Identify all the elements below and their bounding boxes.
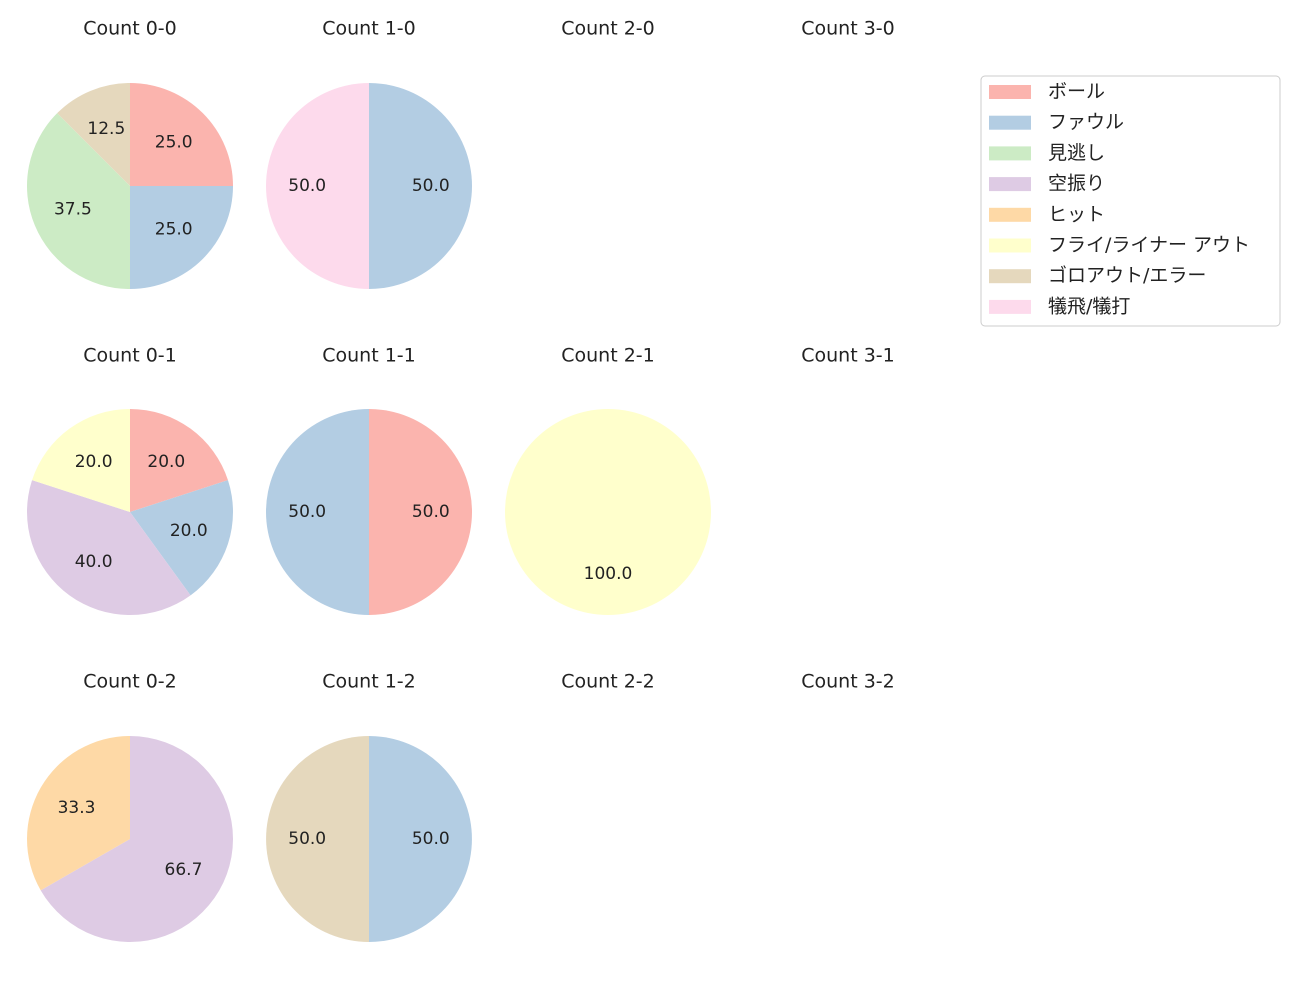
legend-item-ball: ボール	[989, 81, 1105, 103]
pie-title: Count 0-2	[83, 671, 177, 693]
pie-slice-foul	[130, 480, 234, 596]
pie-slice-fly_liner_out	[32, 409, 130, 512]
pie-slice-label: 33.3	[58, 798, 96, 818]
pie-title: Count 3-2	[801, 671, 895, 693]
legend-item-grounder_out_error: ゴロアウト/エラー	[989, 265, 1206, 287]
pie-slice-swinging_strike	[40, 736, 234, 942]
pie-slice-fly_liner_out	[505, 409, 711, 615]
pie-slice-label: 37.5	[54, 200, 92, 220]
pie-slice-hit	[27, 736, 131, 891]
pie-title: Count 2-2	[561, 671, 655, 693]
pie-slice-grounder_out_error	[266, 736, 369, 942]
legend-item-hit: ヒット	[989, 203, 1105, 225]
legend-label: 見逃し	[1048, 142, 1105, 164]
legend-item-sacrifice: 犠飛/犠打	[989, 295, 1130, 317]
pie-title: Count 2-1	[561, 345, 655, 367]
pie-slice-label: 40.0	[75, 552, 113, 572]
pie-slice-foul	[130, 186, 233, 289]
pie-slice-label: 50.0	[412, 502, 450, 522]
legend-swatch	[989, 269, 1031, 284]
pie-title: Count 0-0	[83, 18, 177, 40]
pie-slice-label: 66.7	[165, 860, 203, 880]
legend-label: 空振り	[1048, 173, 1105, 195]
pie-slice-label: 50.0	[412, 829, 450, 849]
pie-title: Count 3-1	[801, 345, 895, 367]
pie-title: Count 2-0	[561, 18, 655, 40]
pie-slice-label: 50.0	[288, 176, 326, 196]
legend-item-swinging_strike: 空振り	[989, 173, 1105, 195]
pie-slice-label: 20.0	[75, 452, 113, 472]
pie-slice-label: 20.0	[147, 452, 185, 472]
pie-slice-label: 25.0	[155, 220, 193, 240]
pie-slice-grounder_out_error	[57, 83, 130, 186]
pie-count-3-0: Count 3-0	[801, 18, 895, 40]
pie-slice-label: 50.0	[288, 829, 326, 849]
legend-swatch	[989, 115, 1031, 130]
legend-swatch	[989, 207, 1031, 222]
pie-count-0-1: Count 0-1 20.0 20.0 40.0 20.0	[26, 345, 234, 616]
pie-slice-ball	[130, 83, 233, 186]
pie-slice-label: 12.5	[87, 119, 125, 139]
legend-item-called_strike: 見逃し	[989, 142, 1105, 164]
pie-count-0-2: Count 0-2 66.7 33.3	[27, 671, 234, 942]
legend-label: フライ/ライナー アウト	[1048, 234, 1250, 256]
legend-label: ファウル	[1048, 111, 1124, 133]
pie-title: Count 1-1	[322, 345, 416, 367]
pie-title: Count 3-0	[801, 18, 895, 40]
pie-slice-sacrifice	[266, 83, 369, 289]
pie-slice-label: 20.0	[170, 521, 208, 541]
legend-label: 犠飛/犠打	[1048, 295, 1130, 317]
pie-slice-called_strike	[26, 113, 131, 289]
legend-item-fly_liner_out: フライ/ライナー アウト	[989, 234, 1250, 256]
pie-slice-ball	[130, 409, 228, 512]
pie-slice-label: 50.0	[288, 502, 326, 522]
pie-slice-foul	[369, 83, 472, 289]
pie-count-1-2: Count 1-2 50.0 50.0	[266, 671, 472, 942]
pie-slice-label: 50.0	[412, 176, 450, 196]
pie-count-0-0: Count 0-0 25.0 25.0 37.5 12.5	[26, 18, 233, 289]
legend-label: ゴロアウト/エラー	[1048, 265, 1206, 287]
legend-swatch	[989, 299, 1031, 314]
pie-count-2-0: Count 2-0	[561, 18, 655, 40]
pie-count-1-0: Count 1-0 50.0 50.0	[266, 18, 472, 289]
pie-slice-label: 25.0	[155, 132, 193, 152]
pie-slice-label: 100.0	[584, 564, 633, 584]
pie-slice-foul	[369, 736, 472, 942]
pie-slice-ball	[369, 409, 472, 615]
pie-slice-foul	[266, 409, 369, 615]
pie-title: Count 1-0	[322, 18, 416, 40]
pie-slice-swinging_strike	[26, 480, 191, 616]
legend-swatch	[989, 85, 1031, 99]
pie-count-3-2: Count 3-2	[801, 671, 895, 693]
legend-label: ボール	[1048, 81, 1105, 103]
pie-title: Count 1-2	[322, 671, 416, 693]
legend-item-foul: ファウル	[989, 111, 1124, 133]
pie-count-3-1: Count 3-1	[801, 345, 895, 367]
legend-swatch	[989, 238, 1031, 253]
pie-count-2-1: Count 2-1 100.0	[505, 345, 711, 615]
pie-title: Count 0-1	[83, 345, 177, 367]
legend-swatch	[989, 146, 1031, 161]
legend-swatch	[989, 177, 1031, 192]
legend-frame	[980, 75, 1281, 327]
legend-label: ヒット	[1048, 203, 1105, 225]
pie-count-1-1: Count 1-1 50.0 50.0	[266, 345, 472, 615]
pie-count-2-2: Count 2-2	[561, 671, 655, 693]
